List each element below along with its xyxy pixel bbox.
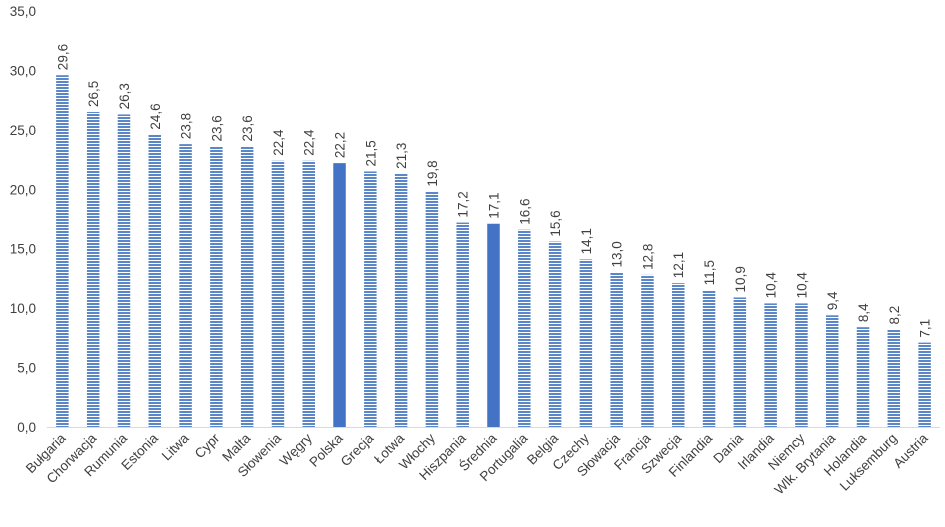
data-label: 16,6 [517,198,532,224]
bar [179,144,192,427]
data-label: 17,1 [487,192,502,218]
data-label: 8,4 [856,303,871,322]
category-label: Cypr [192,430,223,461]
y-tick-label: 35,0 [10,4,36,19]
bar [856,327,870,427]
bar [394,173,408,427]
data-labels: 29,6 26,5 26,3 24,6 23,8 23,6 23,6 22,4 22,4 22,2… [55,44,932,338]
bar [764,303,777,427]
data-label: 12,8 [640,244,655,270]
bar [271,160,285,427]
y-tick-label: 20,0 [10,182,36,197]
data-label: 29,6 [55,44,70,70]
bar [302,160,315,427]
category-label: Litwa [159,430,192,463]
data-label: 12,1 [671,252,686,278]
bar [240,146,254,428]
data-label: 23,6 [209,115,224,141]
bar [117,114,131,428]
bar [518,229,531,427]
data-label: 19,8 [425,160,440,186]
data-label: 8,2 [887,306,902,325]
bar [825,315,839,427]
data-label: 22,4 [302,129,317,156]
data-label: 22,4 [271,129,286,156]
data-label: 14,1 [579,228,594,254]
data-label: 23,6 [240,115,255,141]
bar [56,75,69,427]
data-label: 10,4 [794,272,809,299]
data-label: 10,4 [764,272,779,299]
data-label: 21,3 [394,143,409,169]
y-tick-label: 25,0 [10,123,36,138]
bar [641,274,654,427]
data-label: 15,6 [548,210,563,236]
bar [733,297,747,427]
bar [210,146,223,428]
bar [918,342,931,427]
bars [56,75,931,428]
data-label: 22,2 [333,132,348,158]
bar [364,171,377,427]
data-label: 24,6 [148,103,163,129]
y-tick-label: 30,0 [10,63,36,78]
data-label: 23,8 [179,113,194,139]
category-label: Grecja [338,430,377,469]
bar [86,112,100,428]
data-label: 17,2 [456,191,471,217]
bar [702,290,716,427]
y-axis-tick-labels: 0,0 5,0 10,0 15,0 20,0 25,0 30,0 35,0 [10,4,36,435]
y-tick-label: 0,0 [17,420,36,435]
data-label: 11,5 [702,260,717,285]
bar [333,163,346,427]
data-label: 13,0 [610,241,625,267]
bar [548,241,562,427]
data-label: 26,5 [86,81,101,107]
y-tick-label: 5,0 [17,361,36,376]
bar [795,303,808,427]
bar [672,283,685,427]
bar [610,272,623,427]
data-label: 21,5 [363,140,378,166]
data-label: 9,4 [825,291,840,310]
data-label: 7,1 [918,319,933,338]
category-label: Polska [306,430,346,470]
y-tick-label: 15,0 [10,242,36,257]
bar [487,223,500,427]
bar [579,259,593,427]
data-label: 10,9 [733,266,748,292]
bar [887,329,901,427]
y-tick-label: 10,0 [10,301,36,316]
data-label: 26,3 [117,83,132,109]
category-label: Austria [890,430,931,471]
bar [148,134,162,427]
bar [425,191,439,427]
bar [456,222,469,427]
